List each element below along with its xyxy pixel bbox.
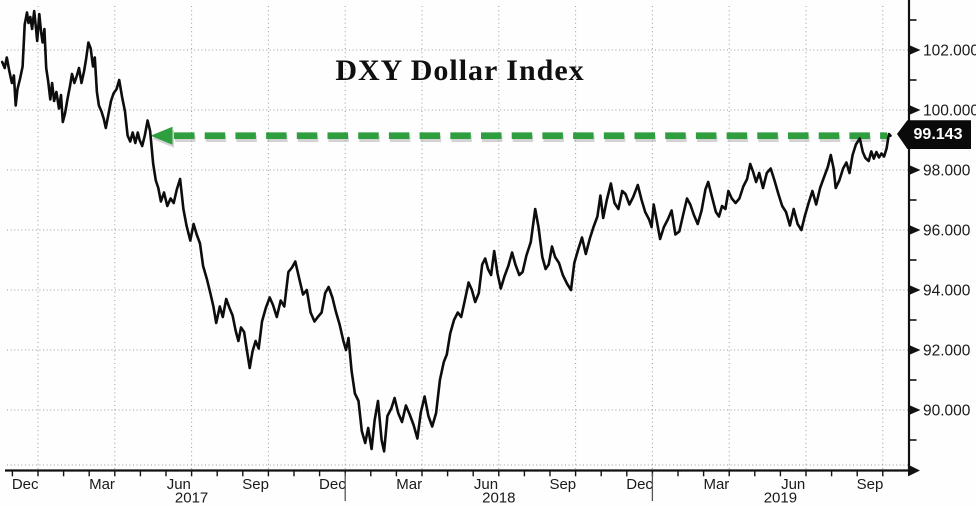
price-line xyxy=(0,9,892,453)
x-year-row: 2017 2018 2019 xyxy=(175,473,797,506)
x-axis-month-label: Dec xyxy=(626,476,653,493)
axes xyxy=(5,0,911,472)
y-axis-label: 100.000 xyxy=(923,102,976,119)
y-tick-arrow-icon xyxy=(909,225,921,235)
x-axis-month-label: Dec xyxy=(319,476,346,493)
y-tick-arrow-icon xyxy=(909,345,921,355)
x-axis-month-label: Jun xyxy=(781,476,805,493)
left-arrow-icon xyxy=(150,126,173,145)
x-axis-month-label: Mar xyxy=(396,476,422,493)
y-tick-arrow-icon xyxy=(909,45,921,55)
y-tick-arrow-icon xyxy=(909,165,921,175)
x-axis-month-label: Jun xyxy=(474,476,498,493)
y-axis-label: 90.000 xyxy=(923,402,971,419)
x-month-labels: Dec Mar Jun Sep Dec Mar Jun Sep Dec Mar Jun Sep xyxy=(12,476,883,493)
x-axis-month-label: Sep xyxy=(857,476,884,493)
x-axis-month-label: Jun xyxy=(167,476,191,493)
y-axis-label: 98.000 xyxy=(923,162,971,179)
x-axis-year-label: 2018 xyxy=(482,490,515,506)
y-axis-label: 96.000 xyxy=(923,222,971,239)
annotation-dashed-line xyxy=(150,126,888,148)
y-tick-arrow-icon xyxy=(909,105,921,115)
chart-title: DXY Dollar Index xyxy=(335,54,585,87)
y-axis-label: 94.000 xyxy=(923,282,971,299)
last-price-badge: 99.143 xyxy=(897,120,971,149)
y-axis-label: 102.000 xyxy=(923,42,976,59)
x-axis-month-label: Mar xyxy=(703,476,729,493)
x-axis-year-label: 2019 xyxy=(764,490,797,506)
y-axis-label: 92.000 xyxy=(923,342,971,359)
y-tick-arrow-icon xyxy=(909,285,921,295)
x-axis-month-label: Mar xyxy=(89,476,115,493)
x-axis-month-label: Sep xyxy=(549,476,576,493)
x-axis-month-label: Sep xyxy=(242,476,269,493)
y-axis-labels: 102.000 100.000 98.000 96.000 94.000 92.000 90… xyxy=(909,42,976,419)
x-axis-month-label: Dec xyxy=(12,476,39,493)
x-month-ticks xyxy=(11,471,884,477)
grid-horizontal xyxy=(7,49,909,466)
x-axis-year-label: 2017 xyxy=(175,490,208,506)
y-tick-arrow-icon xyxy=(909,405,921,415)
x-axis-arrow-icon xyxy=(908,464,920,477)
